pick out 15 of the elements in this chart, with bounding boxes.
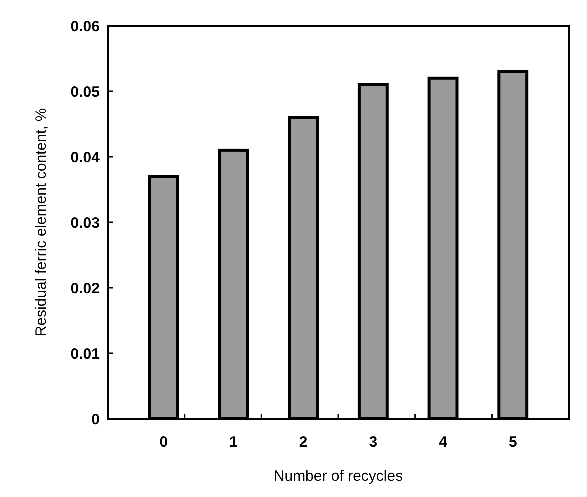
y-tick-label: 0.06 [70,18,100,36]
x-axis-title: Number of recycles [274,468,404,485]
y-tick-label: 0.02 [70,280,100,298]
y-tick-label: 0.03 [70,214,100,232]
x-tick-label: 2 [299,434,308,451]
y-axis-title: Residual ferric element content, % [33,108,50,337]
y-tick-label: 0.01 [70,346,100,363]
y-tick-label: 0 [92,411,100,428]
y-tick-label: 0.05 [70,84,100,101]
x-tick-label: 0 [160,434,168,451]
y-tick-label: 0.04 [70,149,101,166]
x-tick-label: 5 [508,434,518,451]
x-tick-label: 1 [230,434,238,451]
x-tick-label: 4 [439,434,448,451]
x-tick-label: 3 [369,434,378,451]
